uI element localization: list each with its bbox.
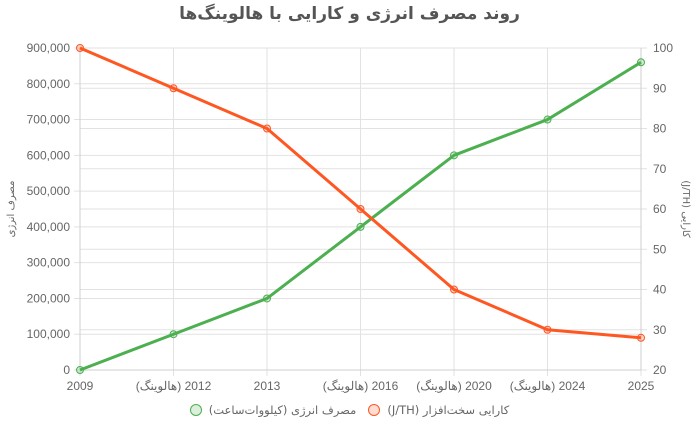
data-point xyxy=(637,58,645,67)
chart-legend: مصرف انرژی (کیلووات‌ساعت) کارایی سخت‌افز… xyxy=(0,403,699,417)
legend-label-efficiency: کارایی سخت‌افزار (J/TH) xyxy=(387,403,510,417)
x-tick: 2016 (هالوینگ) xyxy=(323,379,399,393)
x-tick: 2025 xyxy=(628,379,655,393)
y-axis-title-right: کارایی (J/TH) xyxy=(680,180,691,238)
chart-title: روند مصرف انرژی و کارایی با هالوینگ‌ها xyxy=(179,4,520,24)
x-tick: 2012 (هالوینگ) xyxy=(136,379,212,393)
y-tick-left: 0 xyxy=(63,363,70,377)
y-tick-left: 300,000 xyxy=(27,256,71,270)
data-point xyxy=(356,205,365,213)
y-tick-left: 100,000 xyxy=(27,327,71,341)
y-tick-left: 600,000 xyxy=(27,148,71,162)
legend-item-efficiency[interactable]: کارایی سخت‌افزار (J/TH) xyxy=(368,403,509,417)
data-point xyxy=(356,222,365,231)
y-tick-right: 40 xyxy=(653,283,667,297)
y-tick-right: 60 xyxy=(653,202,667,216)
data-point xyxy=(543,325,552,334)
y-tick-right: 90 xyxy=(653,81,667,95)
y-tick-right: 20 xyxy=(653,363,667,377)
y-tick-left: 500,000 xyxy=(27,184,71,198)
legend-swatch-energy-icon xyxy=(189,404,202,416)
x-tick: 2020 (هالوینگ) xyxy=(416,379,492,393)
data-point xyxy=(263,124,271,133)
legend-label-energy: مصرف انرژی (کیلووات‌ساعت) xyxy=(208,403,357,417)
y-tick-right: 80 xyxy=(653,122,667,136)
data-point xyxy=(169,84,178,93)
data-point xyxy=(543,115,552,124)
x-tick: 2024 (هالوینگ) xyxy=(510,379,586,393)
y-tick-left: 900,000 xyxy=(27,41,71,55)
y-tick-right: 100 xyxy=(653,41,673,55)
y-tick-left: 700,000 xyxy=(27,113,71,127)
data-point xyxy=(637,333,645,342)
x-tick: 2013 xyxy=(254,379,281,393)
data-point xyxy=(76,44,84,52)
y-tick-left: 200,000 xyxy=(27,291,71,305)
series-line xyxy=(79,61,642,372)
y-tick-left: 800,000 xyxy=(27,77,71,91)
series-line xyxy=(79,46,642,340)
y-tick-right: 30 xyxy=(653,323,667,337)
legend-swatch-efficiency-icon xyxy=(368,404,381,416)
y-tick-right: 70 xyxy=(653,162,667,176)
data-point xyxy=(450,285,458,294)
data-point xyxy=(169,330,178,339)
y-tick-left: 400,000 xyxy=(27,220,71,234)
legend-item-energy[interactable]: مصرف انرژی (کیلووات‌ساعت) xyxy=(189,403,357,417)
data-point xyxy=(450,151,458,160)
x-tick: 2009 xyxy=(67,379,94,393)
data-point xyxy=(76,366,84,374)
y-tick-right: 50 xyxy=(653,242,667,256)
data-point xyxy=(263,294,271,303)
y-axis-title-left: مصرف انرژی xyxy=(6,181,17,238)
